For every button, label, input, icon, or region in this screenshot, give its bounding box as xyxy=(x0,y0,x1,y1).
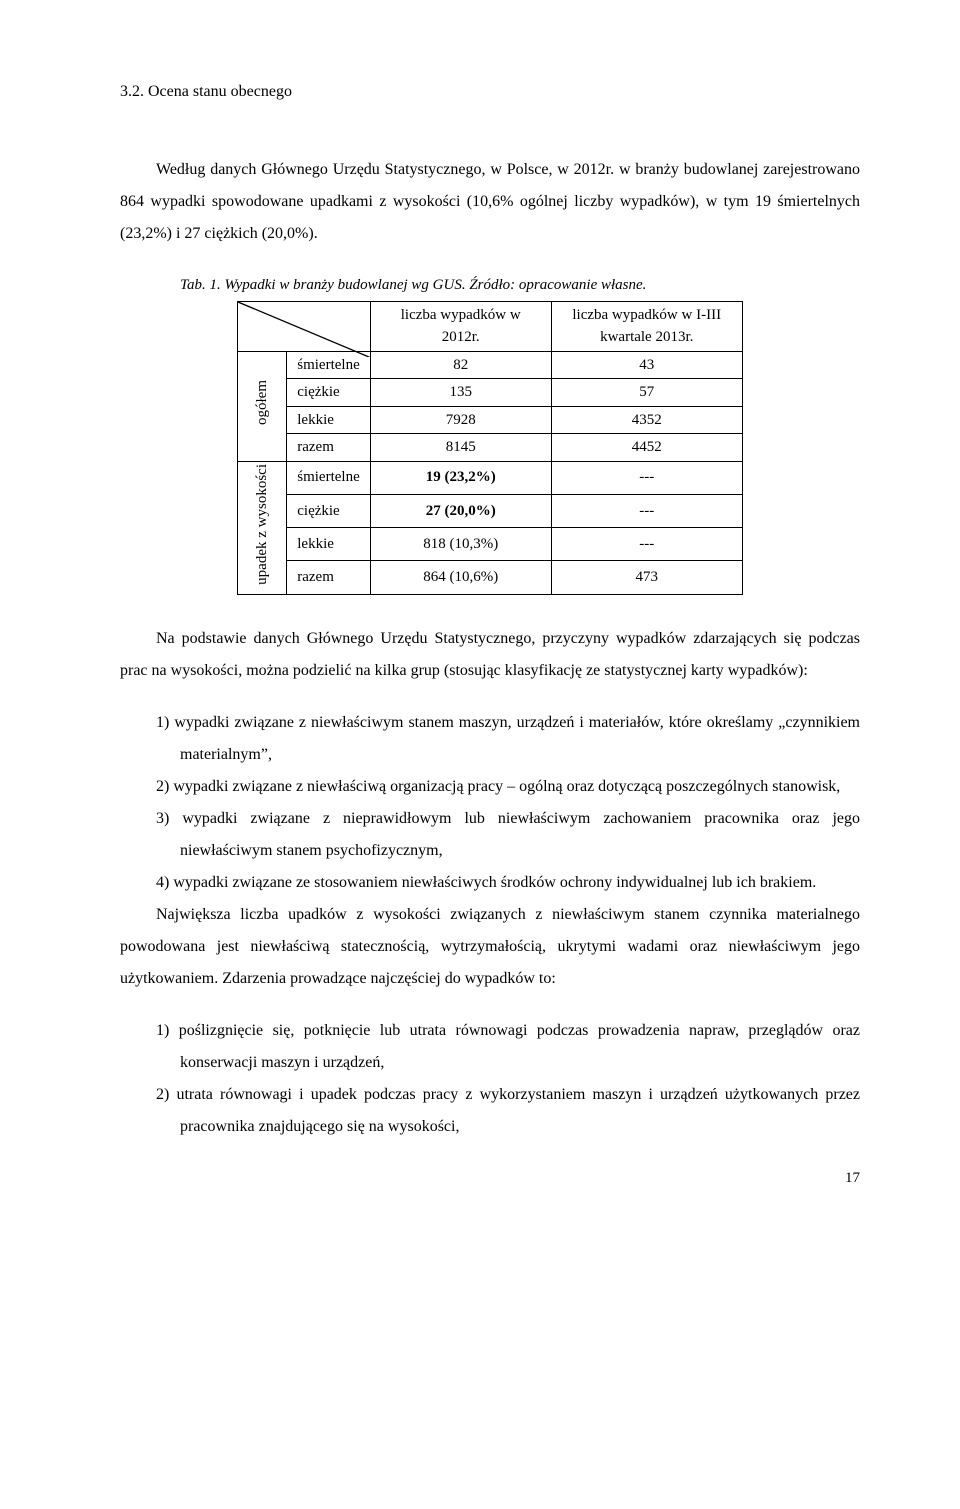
cell-value: 7928 xyxy=(370,406,551,434)
list-item: 1) wypadki związane z niewłaściwym stane… xyxy=(156,707,860,771)
causes-list-a: 1) wypadki związane z niewłaściwym stane… xyxy=(156,707,860,899)
diagonal-line-icon xyxy=(238,302,369,357)
list-item: 2) wypadki związane z niewłaściwą organi… xyxy=(156,771,860,803)
section-heading: 3.2. Ocena stanu obecnego xyxy=(120,80,860,104)
cell-value: 43 xyxy=(551,351,742,379)
list-item: 3) wypadki związane z nieprawidłowym lub… xyxy=(156,803,860,867)
table-row: lekkie 7928 4352 xyxy=(238,406,742,434)
cell-value: 4452 xyxy=(551,434,742,462)
intro-paragraph: Według danych Głównego Urzędu Statystycz… xyxy=(120,154,860,250)
causes-list-b: 1) poślizgnięcie się, potknięcie lub utr… xyxy=(156,1015,860,1143)
cell-value: 473 xyxy=(551,561,742,594)
cell-value: --- xyxy=(551,461,742,494)
row-label: śmiertelne xyxy=(287,461,370,494)
cell-value: 27 (20,0%) xyxy=(370,494,551,527)
col-header-2: liczba wypadków w I-III kwartale 2013r. xyxy=(551,301,742,351)
cell-value: 19 (23,2%) xyxy=(370,461,551,494)
cell-value: --- xyxy=(551,528,742,561)
row-label: ciężkie xyxy=(287,494,370,527)
table-row: razem 864 (10,6%) 473 xyxy=(238,561,742,594)
cell-value: --- xyxy=(551,494,742,527)
cell-value: 57 xyxy=(551,379,742,407)
list-item: 1) poślizgnięcie się, potknięcie lub utr… xyxy=(156,1015,860,1079)
page-number: 17 xyxy=(120,1167,860,1190)
cell-value: 135 xyxy=(370,379,551,407)
cell-value: 818 (10,3%) xyxy=(370,528,551,561)
cell-value: 82 xyxy=(370,351,551,379)
table-row: upadek z wysokości śmiertelne 19 (23,2%)… xyxy=(238,461,742,494)
cell-value: 4352 xyxy=(551,406,742,434)
table-row: ciężkie 27 (20,0%) --- xyxy=(238,494,742,527)
list-item: 2) utrata równowagi i upadek podczas pra… xyxy=(156,1079,860,1143)
row-label: ciężkie xyxy=(287,379,370,407)
table-caption: Tab. 1. Wypadki w branży budowlanej wg G… xyxy=(180,274,860,297)
table-row: razem 8145 4452 xyxy=(238,434,742,462)
cell-value: 8145 xyxy=(370,434,551,462)
table-row: lekkie 818 (10,3%) --- xyxy=(238,528,742,561)
col-header-1: liczba wypadków w 2012r. xyxy=(370,301,551,351)
row-label: razem xyxy=(287,561,370,594)
table-corner-cell xyxy=(238,301,370,351)
cell-value: 864 (10,6%) xyxy=(370,561,551,594)
row-label: razem xyxy=(287,434,370,462)
table-header-row: liczba wypadków w 2012r. liczba wypadków… xyxy=(238,301,742,351)
table-row: ciężkie 135 57 xyxy=(238,379,742,407)
row-label: lekkie xyxy=(287,406,370,434)
accidents-table: liczba wypadków w 2012r. liczba wypadków… xyxy=(237,301,742,595)
row-label: lekkie xyxy=(287,528,370,561)
group-label-upadek: upadek z wysokości xyxy=(238,461,287,594)
mid-paragraph: Największa liczba upadków z wysokości zw… xyxy=(120,899,860,995)
list-item: 4) wypadki związane ze stosowaniem niewł… xyxy=(156,867,860,899)
group-label-ogolem: ogółem xyxy=(238,351,287,461)
after-table-paragraph: Na podstawie danych Głównego Urzędu Stat… xyxy=(120,623,860,687)
